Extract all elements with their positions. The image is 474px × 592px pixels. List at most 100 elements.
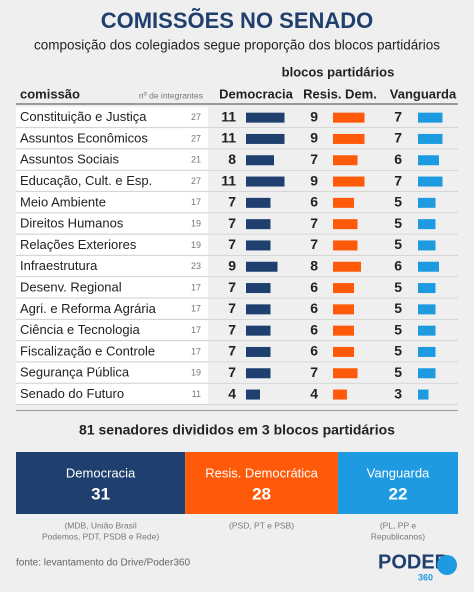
- members: 19: [191, 240, 201, 250]
- seat-count: 7: [228, 194, 236, 210]
- seat-count: 5: [394, 279, 402, 295]
- members: 17: [191, 197, 201, 207]
- seat-count: 7: [310, 364, 318, 380]
- row-cell: [16, 213, 208, 234]
- seat-bar: [333, 112, 365, 123]
- members: 27: [191, 112, 201, 122]
- row-cell: [16, 107, 208, 127]
- logo-name: PODER: [378, 551, 450, 573]
- source: fonte: levantamento do Drive/Poder360: [16, 558, 190, 569]
- members: 17: [191, 282, 201, 292]
- row-cell: [16, 298, 208, 319]
- seat-count: 7: [228, 300, 236, 316]
- seat-bar: [246, 325, 271, 336]
- seat-bar: [246, 112, 285, 123]
- seat-count: 4: [228, 385, 236, 401]
- seat-bar: [418, 261, 439, 272]
- column-header: Democracia: [219, 86, 293, 101]
- seat-count: 3: [394, 385, 402, 401]
- seat-bar: [418, 176, 443, 187]
- summary-title: 81 senadores divididos em 3 blocos parti…: [79, 422, 395, 438]
- seat-count: 6: [310, 343, 318, 359]
- seat-count: 6: [310, 279, 318, 295]
- commission-name: Meio Ambiente: [20, 194, 106, 209]
- seat-count: 5: [394, 215, 402, 231]
- row-rule: [16, 276, 458, 278]
- row-cell: [16, 149, 208, 170]
- seat-bar: [333, 240, 358, 251]
- seat-bar: [246, 155, 274, 166]
- row-cell: [16, 234, 208, 255]
- title: COMISSÕES NO SENADO: [101, 8, 374, 33]
- blocks-label: blocos partidários: [282, 64, 395, 79]
- row-rule: [16, 382, 458, 384]
- seat-count: 7: [394, 172, 402, 188]
- row-rule: [16, 361, 458, 363]
- row-cell: [16, 341, 208, 362]
- row-cell: [16, 256, 208, 276]
- members: 27: [191, 133, 201, 143]
- bloc-parties: Republicanos): [371, 531, 426, 541]
- seat-count: 8: [310, 257, 318, 273]
- commission-name: Infraestrutura: [20, 258, 98, 273]
- seat-bar: [418, 112, 443, 123]
- seat-bar: [418, 219, 436, 230]
- seat-bar: [246, 368, 271, 379]
- seat-bar: [333, 197, 354, 208]
- seat-bar: [246, 261, 278, 272]
- seat-count: 5: [394, 194, 402, 210]
- seat-count: 7: [228, 343, 236, 359]
- commission-name: Fiscalização e Controle: [20, 343, 155, 358]
- seat-count: 6: [310, 321, 318, 337]
- seat-bar: [418, 197, 436, 208]
- commission-name: Senado do Futuro: [20, 386, 124, 401]
- members: 21: [191, 155, 201, 165]
- bloc-name: Resis. Democrática: [205, 465, 318, 480]
- seat-bar: [246, 197, 271, 208]
- seat-count: 9: [310, 130, 318, 146]
- seat-bar: [246, 133, 285, 144]
- row-cell: [16, 362, 208, 383]
- column-header: Resis. Dem.: [303, 86, 377, 101]
- commission-name: Segurança Pública: [20, 365, 130, 380]
- seat-count: 6: [310, 300, 318, 316]
- bloc-bar: [185, 452, 338, 514]
- seat-bar: [246, 304, 271, 315]
- seat-bar: [333, 133, 365, 144]
- bloc-parties: (PL, PP e: [380, 520, 416, 530]
- seat-bar: [418, 155, 439, 166]
- bloc-parties: (PSD, PT e PSB): [229, 520, 294, 530]
- members-header: nº de integrantes: [139, 90, 203, 100]
- seat-bar: [333, 155, 358, 166]
- commission-name: Agri. e Reforma Agrária: [20, 301, 157, 316]
- bloc-count: 28: [252, 484, 271, 503]
- row-rule: [16, 212, 458, 214]
- seat-bar: [333, 325, 354, 336]
- row-rule: [16, 169, 458, 171]
- seat-bar: [246, 219, 271, 230]
- seat-count: 6: [394, 151, 402, 167]
- seat-count: 5: [394, 300, 402, 316]
- members: 23: [191, 261, 201, 271]
- seat-bar: [418, 283, 436, 294]
- seat-bar: [333, 219, 358, 230]
- row-rule: [16, 233, 458, 235]
- seat-count: 7: [228, 236, 236, 252]
- bloc-name: Vanguarda: [367, 465, 430, 480]
- commission-name: Ciência e Tecnologia: [20, 322, 140, 337]
- seat-count: 7: [228, 321, 236, 337]
- bloc-count: 31: [91, 484, 110, 503]
- row-rule: [16, 404, 458, 405]
- seat-bar: [246, 240, 271, 251]
- row-rule: [16, 340, 458, 341]
- row-cell: [16, 320, 208, 340]
- row-cell: [16, 170, 208, 191]
- seat-count: 11: [221, 130, 236, 146]
- seat-count: 11: [221, 172, 236, 188]
- members: 17: [191, 304, 201, 314]
- bloc-name: Democracia: [66, 465, 136, 480]
- row-rule: [16, 127, 458, 128]
- bloc-bar: [337, 452, 458, 514]
